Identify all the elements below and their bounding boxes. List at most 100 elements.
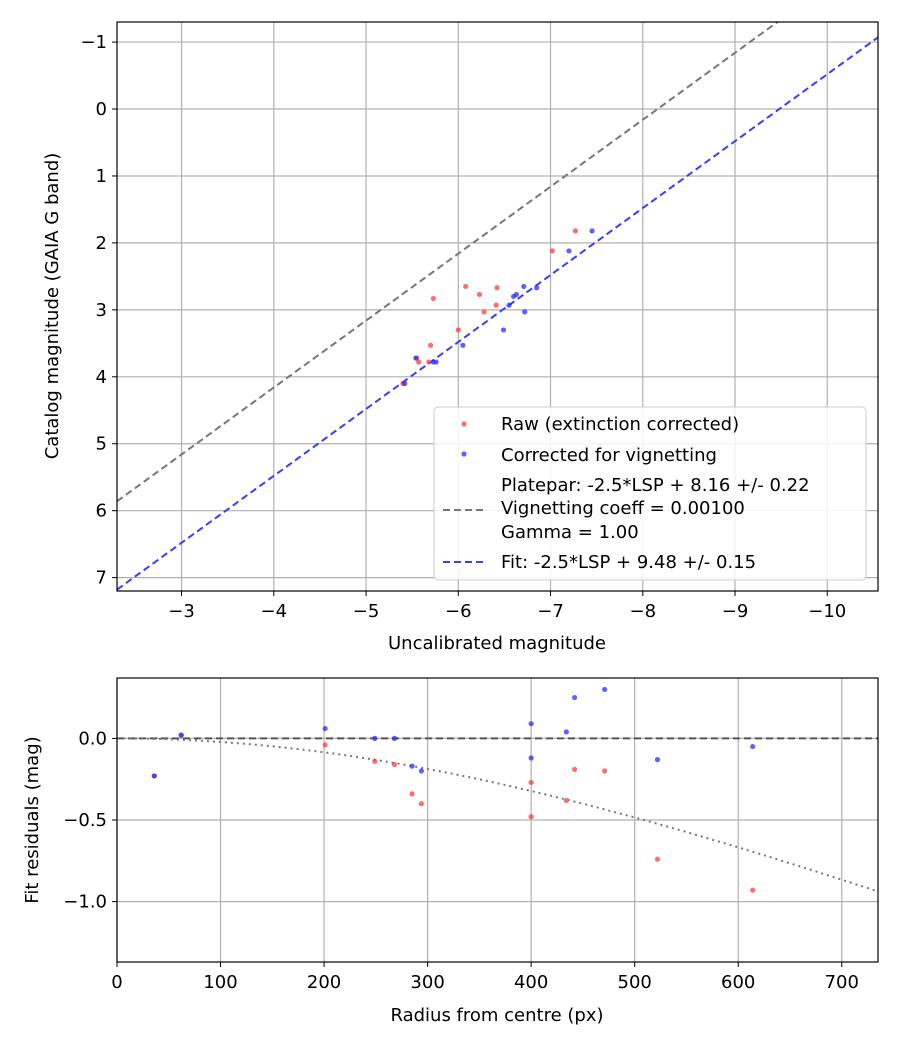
calibration-point-series-1 bbox=[460, 342, 466, 348]
calibration-point-series-1 bbox=[402, 380, 408, 387]
calibration-point-series-1 bbox=[433, 359, 439, 365]
residuals-x-tick-label: 200 bbox=[307, 972, 341, 993]
legend-corrected-label: Corrected for vignetting bbox=[501, 445, 717, 466]
residuals-point-series-0 bbox=[418, 801, 424, 807]
calibration-point-series-0 bbox=[426, 359, 432, 365]
residuals-point-series-0 bbox=[572, 766, 578, 773]
residuals-point-series-0 bbox=[372, 758, 378, 764]
legend-raw-label: Raw (extinction corrected) bbox=[501, 414, 739, 435]
calibration-point-series-1 bbox=[566, 248, 572, 254]
residuals-point-series-1 bbox=[602, 686, 608, 693]
calibration-point-series-0 bbox=[476, 291, 483, 298]
residuals-point-series-0 bbox=[563, 797, 569, 804]
residuals-x-label: Radius from centre (px) bbox=[390, 1005, 603, 1026]
residuals-x-tick-label: 500 bbox=[618, 972, 652, 993]
calibration-point-series-0 bbox=[463, 283, 469, 290]
residuals-x-tick-label: 300 bbox=[410, 972, 444, 993]
residuals-x-tick-label: 600 bbox=[721, 972, 755, 993]
calibration-data bbox=[117, 22, 878, 591]
residuals-x-tick-label: 700 bbox=[825, 972, 859, 993]
legend-box bbox=[433, 406, 867, 581]
calibration-y-tick-label: −1 bbox=[80, 32, 107, 53]
calibration-x-tick-label: −6 bbox=[445, 601, 472, 622]
residuals-point-series-1 bbox=[409, 763, 415, 769]
calibration-point-series-1 bbox=[522, 309, 528, 315]
residuals-point-series-0 bbox=[409, 791, 415, 797]
legend: Raw (extinction corrected) Corrected for… bbox=[433, 406, 867, 581]
residuals-point-series-1 bbox=[563, 729, 569, 735]
calibration-y-tick-label: 5 bbox=[96, 434, 107, 455]
residuals-point-series-1 bbox=[572, 694, 578, 701]
residuals-ticks: 0 100 200 300 400 500 600 700 0.0 −0.5 −1.0 bbox=[63, 728, 859, 993]
legend-raw-marker bbox=[461, 421, 467, 427]
calibration-point-series-1 bbox=[500, 327, 507, 333]
residuals-point-series-0 bbox=[654, 856, 661, 862]
residuals-point-series-1 bbox=[528, 755, 534, 761]
calibration-point-series-0 bbox=[416, 359, 422, 365]
residuals-point-series-1 bbox=[750, 743, 756, 750]
calibration-x-tick-label: −4 bbox=[261, 601, 288, 622]
calibration-point-series-0 bbox=[549, 248, 555, 254]
calibration-y-label: Catalog magnitude (GAIA G band) bbox=[42, 153, 63, 460]
calibration-x-tick-label: −5 bbox=[353, 601, 380, 622]
residuals-plot: 0 100 200 300 400 500 600 700 0.0 −0.5 −1.0 Radius… bbox=[22, 677, 879, 1026]
calibration-y-tick-label: 0 bbox=[96, 99, 107, 120]
calibration-point-series-0 bbox=[572, 228, 579, 234]
calibration-y-tick-label: 3 bbox=[96, 300, 107, 321]
residuals-point-series-0 bbox=[528, 779, 534, 786]
residuals-point-series-1 bbox=[322, 725, 328, 732]
calibration-point-series-1 bbox=[413, 355, 419, 361]
residuals-point-series-1 bbox=[151, 773, 157, 779]
calibration-point-series-0 bbox=[493, 302, 499, 308]
legend-platepar-label-3: Gamma = 1.00 bbox=[501, 522, 639, 543]
calibration-y-tick-label: 1 bbox=[96, 166, 107, 187]
residuals-point-series-0 bbox=[322, 742, 328, 748]
calibration-point-series-1 bbox=[589, 228, 595, 234]
calibration-x-tick-label: −10 bbox=[808, 601, 846, 622]
residuals-point-series-1 bbox=[418, 768, 424, 774]
calibration-x-tick-label: −7 bbox=[537, 601, 564, 622]
residuals-point-series-1 bbox=[654, 757, 661, 763]
calibration-point-series-0 bbox=[428, 342, 434, 348]
calibration-x-tick-label: −9 bbox=[722, 601, 749, 622]
calibration-point-series-1 bbox=[506, 302, 512, 308]
residuals-y-label: Fit residuals (mag) bbox=[22, 736, 43, 903]
residuals-point-series-0 bbox=[528, 814, 534, 820]
calibration-point-series-0 bbox=[430, 295, 436, 302]
calibration-point-series-0 bbox=[494, 285, 500, 291]
calibration-y-tick-label: 6 bbox=[96, 501, 107, 522]
residuals-point-series-0 bbox=[391, 761, 398, 768]
residuals-point-series-1 bbox=[528, 721, 534, 727]
residuals-x-tick-label: 0 bbox=[111, 972, 122, 993]
calibration-x-label: Uncalibrated magnitude bbox=[388, 633, 606, 654]
calibration-fit-line bbox=[117, 36, 878, 591]
calibration-point-series-0 bbox=[481, 309, 487, 315]
calibration-point-series-1 bbox=[534, 285, 540, 291]
residuals-point-series-1 bbox=[391, 735, 398, 741]
legend-platepar-label-2: Vignetting coeff = 0.00100 bbox=[501, 498, 745, 519]
legend-fit-label: Fit: -2.5*LSP + 9.48 +/- 0.15 bbox=[501, 552, 756, 573]
calibration-point-series-0 bbox=[455, 327, 461, 333]
residuals-point-series-1 bbox=[372, 735, 378, 741]
calibration-y-tick-label: 4 bbox=[96, 367, 107, 388]
legend-corrected-marker bbox=[461, 451, 467, 457]
residuals-point-series-1 bbox=[178, 732, 184, 738]
calibration-point-series-1 bbox=[513, 291, 520, 298]
calibration-x-tick-label: −3 bbox=[168, 601, 195, 622]
residuals-point-series-0 bbox=[602, 768, 608, 774]
residuals-vignetting-curve bbox=[117, 737, 878, 893]
residuals-y-tick-label: −0.5 bbox=[63, 810, 107, 831]
residuals-point-series-0 bbox=[750, 887, 756, 893]
calibration-y-tick-label: 7 bbox=[96, 568, 107, 589]
residuals-y-tick-label: −1.0 bbox=[63, 892, 107, 913]
calibration-x-tick-label: −8 bbox=[630, 601, 657, 622]
calibration-frame bbox=[116, 21, 879, 592]
residuals-y-tick-label: 0.0 bbox=[78, 728, 107, 749]
calibration-fit-line bbox=[117, 22, 780, 503]
legend-platepar-label-1: Platepar: -2.5*LSP + 8.16 +/- 0.22 bbox=[501, 475, 810, 496]
residuals-data bbox=[117, 686, 878, 893]
residuals-x-tick-label: 100 bbox=[203, 972, 237, 993]
